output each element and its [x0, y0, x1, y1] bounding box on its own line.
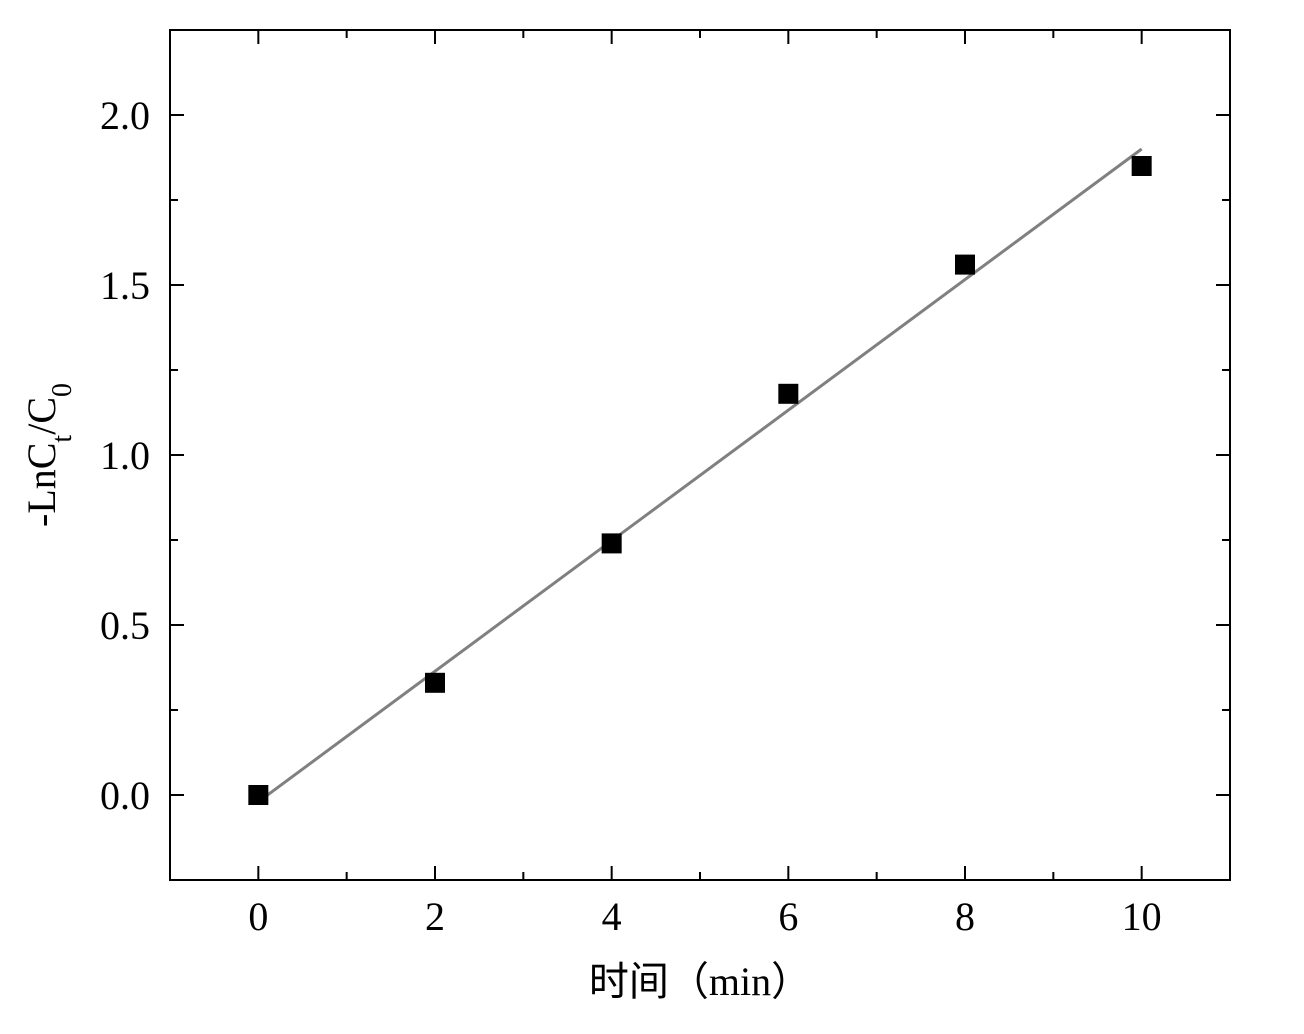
x-axis-label: 时间（min） [589, 959, 811, 1004]
data-point [778, 384, 798, 404]
chart-container: 02468100.00.51.01.52.0时间（min）-LnCt/C0 [0, 0, 1304, 1034]
y-tick-label: 0.5 [100, 603, 150, 648]
x-tick-label: 8 [955, 894, 975, 939]
data-point [1132, 156, 1152, 176]
data-point [425, 673, 445, 693]
x-tick-label: 0 [248, 894, 268, 939]
x-tick-label: 2 [425, 894, 445, 939]
kinetics-chart: 02468100.00.51.01.52.0时间（min）-LnCt/C0 [0, 0, 1304, 1034]
data-point [602, 533, 622, 553]
y-tick-label: 2.0 [100, 93, 150, 138]
x-tick-label: 10 [1122, 894, 1162, 939]
y-tick-label: 1.5 [100, 263, 150, 308]
x-tick-label: 6 [778, 894, 798, 939]
data-point [248, 785, 268, 805]
data-point [955, 255, 975, 275]
y-tick-label: 0.0 [100, 773, 150, 818]
y-tick-label: 1.0 [100, 433, 150, 478]
x-tick-label: 4 [602, 894, 622, 939]
